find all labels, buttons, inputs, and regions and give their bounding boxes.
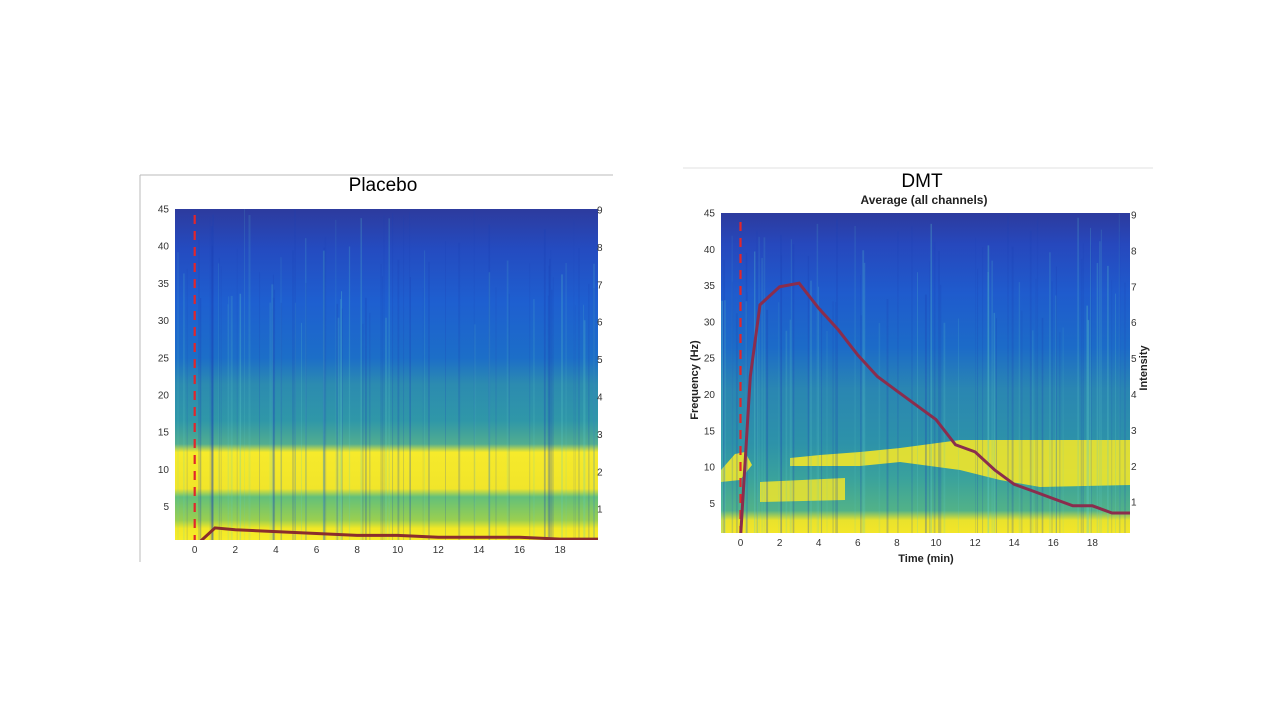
placebo-x-tick-label: 4 (273, 545, 279, 556)
placebo-x-tick-label: 10 (392, 545, 404, 556)
dmt-x-tick-label: 4 (816, 538, 822, 549)
placebo-y-tick-label: 35 (158, 279, 170, 290)
placebo-y2-tick-label: 1 (597, 505, 603, 516)
dmt-x-tick-label: 12 (970, 538, 982, 549)
placebo-x-tick-label: 2 (233, 545, 239, 556)
placebo-y2-tick-label: 2 (597, 467, 603, 478)
dmt-y-tick-label: 30 (704, 317, 716, 328)
placebo-y-tick-label: 15 (158, 428, 170, 439)
dmt-x-tick-label: 16 (1048, 538, 1060, 549)
dmt-y2-tick-label: 5 (1131, 354, 1137, 365)
placebo-chart: Placebo 0 2 4 6 8 10 12 14 16 1851015202530354045… (158, 175, 603, 556)
dmt-y-axis-label: Frequency (Hz) (689, 340, 701, 420)
placebo-y-tick-label: 45 (158, 205, 170, 216)
dmt-alpha-return-band (790, 440, 1130, 487)
dmt-subtitle: Average (all channels) (861, 193, 988, 207)
dmt-y2-tick-label: 8 (1131, 246, 1137, 257)
placebo-y-tick-label: 20 (158, 391, 170, 402)
placebo-y2-tick-label: 9 (597, 206, 603, 217)
dmt-y-tick-label: 15 (704, 426, 716, 437)
placebo-y-tick-label: 5 (163, 502, 169, 513)
dmt-x-tick-label: 8 (894, 538, 900, 549)
dmt-title: DMT (901, 171, 943, 192)
placebo-x-tick-label: 6 (314, 545, 320, 556)
dmt-y2-tick-label: 9 (1131, 211, 1137, 222)
placebo-y-tick-label: 10 (158, 465, 170, 476)
dmt-y-tick-label: 20 (704, 390, 716, 401)
dmt-x-tick-label: 2 (777, 538, 783, 549)
placebo-x-tick-label: 8 (354, 545, 360, 556)
dmt-y-tick-label: 45 (704, 209, 716, 220)
placebo-y2-tick-label: 3 (597, 430, 603, 441)
dmt-y-tick-label: 25 (704, 354, 716, 365)
placebo-y2-tick-label: 8 (597, 243, 603, 254)
placebo-y-tick-label: 40 (158, 242, 170, 253)
dmt-y2-tick-label: 4 (1131, 390, 1137, 401)
placebo-x-tick-label: 14 (473, 545, 485, 556)
placebo-y2-tick-label: 5 (597, 355, 603, 366)
dmt-y-tick-label: 10 (704, 463, 716, 474)
dmt-y-tick-label: 5 (709, 499, 715, 510)
dmt-x-axis-label: Time (min) (898, 553, 954, 565)
placebo-x-tick-label: 16 (514, 545, 526, 556)
dmt-y-tick-label: 40 (704, 245, 716, 256)
dmt-y2-tick-label: 7 (1131, 282, 1137, 293)
placebo-x-tick-label: 12 (433, 545, 445, 556)
dmt-x-tick-label: 0 (738, 538, 744, 549)
dmt-chart: DMT Average (all channels) 0 2 4 6 8 10 12 14 16… (689, 171, 1150, 565)
dmt-y2-tick-label: 3 (1131, 426, 1137, 437)
placebo-y-tick-label: 30 (158, 316, 170, 327)
placebo-x-tick-label: 18 (555, 545, 567, 556)
dmt-y2-tick-label: 6 (1131, 318, 1137, 329)
dmt-x-tick-label: 10 (930, 538, 942, 549)
placebo-y2-tick-label: 4 (597, 393, 603, 404)
placebo-intensity-line (199, 526, 598, 540)
dmt-x-tick-label: 6 (855, 538, 861, 549)
placebo-panel-border (139, 174, 613, 562)
dmt-theta-band (760, 478, 845, 502)
dmt-y2-tick-label: 2 (1131, 462, 1137, 473)
placebo-y-tick-label: 25 (158, 353, 170, 364)
dmt-x-tick-label: 14 (1009, 538, 1021, 549)
dmt-y2-axis-label: Intensity (1138, 345, 1150, 391)
dmt-y2-tick-label: 1 (1131, 498, 1137, 509)
placebo-y2-tick-label: 6 (597, 318, 603, 329)
placebo-title: Placebo (349, 175, 418, 196)
placebo-axes: 0 2 4 6 8 10 12 14 16 185101520253035404512345678… (158, 205, 603, 557)
placebo-x-tick-label: 0 (192, 545, 198, 556)
dmt-intensity-line (739, 281, 1130, 533)
dmt-x-tick-label: 18 (1087, 538, 1099, 549)
placebo-noise-streaks (177, 209, 595, 540)
placebo-spectrogram (175, 209, 598, 540)
dmt-axes: 0 2 4 6 8 10 12 14 16 185101520253035404512345678… (704, 209, 1137, 550)
placebo-y2-tick-label: 7 (597, 280, 603, 291)
dmt-y-tick-label: 35 (704, 281, 716, 292)
